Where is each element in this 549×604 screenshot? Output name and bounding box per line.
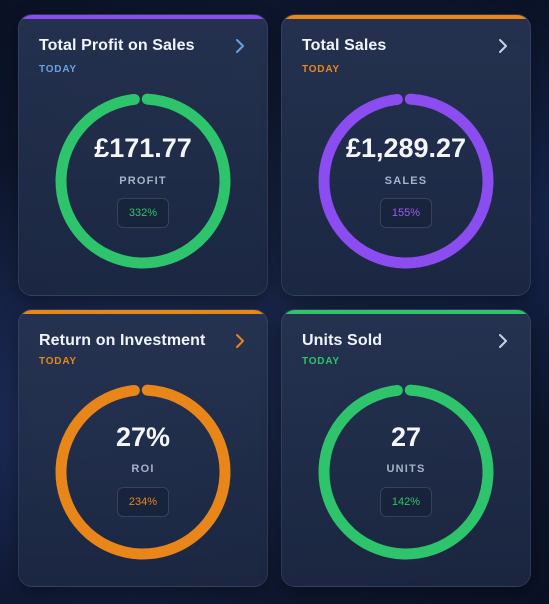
card-title: Total Profit on Sales	[39, 37, 195, 54]
profit-value: £171.77	[94, 133, 192, 163]
percent-badge: 332%	[117, 198, 169, 228]
period-label: TODAY	[302, 64, 340, 75]
units-value: 27	[390, 422, 422, 452]
profit-metric-label: PROFIT	[119, 175, 167, 187]
period-label: TODAY	[39, 64, 77, 75]
chevron-right-icon[interactable]	[496, 37, 510, 55]
profit-progress-ring	[55, 93, 231, 269]
units-metric-label: UNITS	[386, 463, 426, 475]
percent-badge: 142%	[380, 487, 432, 517]
card-accent-bar	[282, 15, 530, 19]
sales-metric-label: SALES	[384, 175, 428, 187]
card-total-sales: Total Sales TODAY £1,289.27 SALES 155%	[281, 14, 531, 296]
chevron-right-icon[interactable]	[233, 37, 247, 55]
card-units-sold: Units Sold TODAY 27 UNITS 142%	[281, 309, 531, 587]
period-label: TODAY	[39, 356, 77, 367]
chevron-right-icon[interactable]	[496, 332, 510, 350]
card-title: Units Sold	[302, 332, 383, 349]
card-return-on-investment: Return on Investment TODAY 27% ROI 234%	[18, 309, 268, 587]
card-title: Total Sales	[302, 37, 387, 54]
units-progress-ring	[318, 384, 494, 560]
roi-value: 27%	[115, 422, 171, 452]
card-title: Return on Investment	[39, 332, 206, 349]
sales-value: £1,289.27	[345, 133, 467, 163]
card-accent-bar	[19, 310, 267, 314]
chevron-right-icon[interactable]	[233, 332, 247, 350]
card-total-profit: Total Profit on Sales TODAY £171.77 PROF…	[18, 14, 268, 296]
roi-progress-ring	[55, 384, 231, 560]
roi-metric-label: ROI	[131, 463, 155, 475]
period-label: TODAY	[302, 356, 340, 367]
percent-badge: 234%	[117, 487, 169, 517]
sales-progress-ring	[318, 93, 494, 269]
card-accent-bar	[19, 15, 267, 19]
percent-badge: 155%	[380, 198, 432, 228]
card-accent-bar	[282, 310, 530, 314]
